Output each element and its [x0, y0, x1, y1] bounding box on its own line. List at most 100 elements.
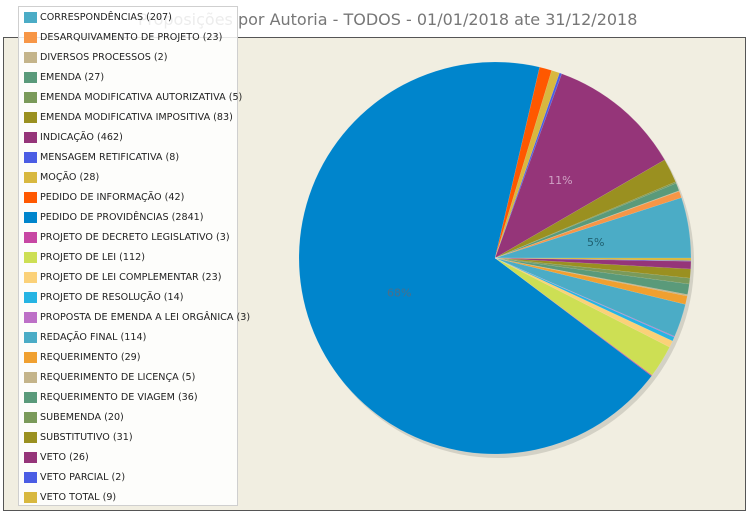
- legend-swatch: [24, 451, 37, 463]
- legend-item-projeto-de-lei[interactable]: PROJETO DE LEI (112): [24, 250, 145, 264]
- legend-label: REDAÇÃO FINAL (114): [40, 331, 147, 343]
- legend-item-pedido-de-informacao[interactable]: PEDIDO DE INFORMAÇÃO (42): [24, 190, 184, 204]
- pie-slice-veto-parcial[interactable]: [494, 257, 692, 262]
- legend-label: EMENDA MODIFICATIVA AUTORIZATIVA (5): [40, 91, 243, 103]
- legend-swatch: [24, 31, 37, 43]
- legend-label: DIVERSOS PROCESSOS (2): [40, 51, 168, 63]
- legend-label: MOÇÃO (28): [40, 171, 100, 183]
- legend-swatch: [24, 91, 37, 103]
- pie-percent-label: 68%: [387, 287, 411, 300]
- legend-swatch: [24, 311, 37, 323]
- legend-swatch: [24, 11, 37, 23]
- pie-slice-correspondencias[interactable]: [494, 197, 692, 259]
- legend-swatch: [24, 331, 37, 343]
- legend-swatch: [24, 391, 37, 403]
- legend-item-proposta-de-emenda-a-lei-organica[interactable]: PROPOSTA DE EMENDA A LEI ORGÂNICA (3): [24, 310, 250, 324]
- pie-slice-proposta-de-emenda-a-lei-organica[interactable]: [494, 257, 675, 338]
- legend-swatch: [24, 491, 37, 503]
- legend-item-requerimento[interactable]: REQUERIMENTO (29): [24, 350, 141, 364]
- legend-item-correspondencias[interactable]: CORRESPONDÊNCIAS (207): [24, 10, 172, 24]
- legend-label: REQUERIMENTO DE VIAGEM (36): [40, 391, 198, 403]
- pie-slice-pedido-de-providencias[interactable]: [298, 61, 652, 455]
- legend-item-pedido-de-providencias[interactable]: PEDIDO DE PROVIDÊNCIAS (2841): [24, 210, 204, 224]
- legend-item-projeto-de-lei-complementar[interactable]: PROJETO DE LEI COMPLEMENTAR (23): [24, 270, 221, 284]
- pie-percent-label: 11%: [548, 174, 572, 187]
- pie-slice-projeto-de-lei[interactable]: [494, 257, 670, 376]
- legend-item-emenda-modificativa-autorizativa[interactable]: EMENDA MODIFICATIVA AUTORIZATIVA (5): [24, 90, 242, 104]
- pie-slice-emenda-modificativa-impositiva[interactable]: [494, 159, 676, 259]
- chart-title: Proposições por Autoria - TODOS - 01/01/…: [138, 10, 638, 29]
- pie-slice-veto-total[interactable]: [494, 257, 692, 261]
- legend-item-veto-parcial[interactable]: VETO PARCIAL (2): [24, 470, 125, 484]
- legend-label: PROJETO DE DECRETO LEGISLATIVO (3): [40, 231, 230, 243]
- legend-item-requerimento-de-licenca[interactable]: REQUERIMENTO DE LICENÇA (5): [24, 370, 195, 384]
- legend-label: VETO (26): [40, 451, 89, 463]
- legend-swatch: [24, 251, 37, 263]
- legend-swatch: [24, 151, 37, 163]
- legend-label: INDICAÇÃO (462): [40, 131, 123, 143]
- legend-item-requerimento-de-viagem[interactable]: REQUERIMENTO DE VIAGEM (36): [24, 390, 198, 404]
- legend-label: REQUERIMENTO (29): [40, 351, 141, 363]
- legend-label: PROJETO DE LEI (112): [40, 251, 145, 263]
- pie-slice-requerimento-de-licenca[interactable]: [494, 257, 688, 297]
- legend-swatch: [24, 231, 37, 243]
- legend-label: SUBSTITUTIVO (31): [40, 431, 133, 443]
- legend-item-desarquivamento-de-projeto[interactable]: DESARQUIVAMENTO DE PROJETO (23): [24, 30, 222, 44]
- legend-item-veto-total[interactable]: VETO TOTAL (9): [24, 490, 116, 504]
- pie-slice-requerimento[interactable]: [494, 257, 688, 305]
- legend-swatch: [24, 211, 37, 223]
- legend-label: VETO PARCIAL (2): [40, 471, 126, 483]
- pie-slice-emenda-modificativa-autorizativa[interactable]: [494, 181, 677, 259]
- legend-label: EMENDA MODIFICATIVA IMPOSITIVA (83): [40, 111, 233, 123]
- legend-label: SUBEMENDA (20): [40, 411, 124, 423]
- pie-slice-pedido-de-informacao[interactable]: [494, 66, 552, 259]
- legend-item-subemenda[interactable]: SUBEMENDA (20): [24, 410, 124, 424]
- legend-label: PROPOSTA DE EMENDA A LEI ORGÂNICA (3): [40, 311, 251, 323]
- legend-swatch: [24, 111, 37, 123]
- pie-percent-label: 5%: [587, 236, 604, 249]
- legend-label: PEDIDO DE INFORMAÇÃO (42): [40, 191, 185, 203]
- legend-swatch: [24, 431, 37, 443]
- legend-item-emenda-modificativa-impositiva[interactable]: EMENDA MODIFICATIVA IMPOSITIVA (83): [24, 110, 233, 124]
- legend-label: PROJETO DE RESOLUÇÃO (14): [40, 291, 184, 303]
- legend-swatch: [24, 411, 37, 423]
- pie-slice-emenda[interactable]: [494, 182, 680, 259]
- pie-slice-projeto-de-decreto-legislativo[interactable]: [494, 257, 653, 377]
- pie-slice-projeto-de-resolucao[interactable]: [494, 257, 675, 342]
- pie-slice-requerimento-de-viagem[interactable]: [494, 257, 690, 295]
- legend-item-mensagem-retificativa[interactable]: MENSAGEM RETIFICATIVA (8): [24, 150, 179, 164]
- legend-swatch: [24, 471, 37, 483]
- pie-slice-mocao[interactable]: [494, 70, 560, 259]
- legend-label: EMENDA (27): [40, 71, 105, 83]
- legend-label: VETO TOTAL (9): [40, 491, 117, 503]
- legend-label: MENSAGEM RETIFICATIVA (8): [40, 151, 180, 163]
- legend-item-emenda[interactable]: EMENDA (27): [24, 70, 104, 84]
- legend-label: DESARQUIVAMENTO DE PROJETO (23): [40, 31, 223, 43]
- legend-swatch: [24, 291, 37, 303]
- legend-item-substitutivo[interactable]: SUBSTITUTIVO (31): [24, 430, 133, 444]
- legend-swatch: [24, 131, 37, 143]
- legend-item-projeto-de-decreto-legislativo[interactable]: PROJETO DE DECRETO LEGISLATIVO (3): [24, 230, 230, 244]
- legend-item-veto[interactable]: VETO (26): [24, 450, 89, 464]
- legend-item-projeto-de-resolucao[interactable]: PROJETO DE RESOLUÇÃO (14): [24, 290, 184, 304]
- pie-slice-redacao-final[interactable]: [494, 257, 686, 337]
- legend-label: REQUERIMENTO DE LICENÇA (5): [40, 371, 196, 383]
- pie-slice-desarquivamento-de-projeto[interactable]: [494, 190, 682, 259]
- chart-legend: CORRESPONDÊNCIAS (207) DESARQUIVAMENTO DE…: [18, 6, 250, 506]
- pie-slice-substitutivo[interactable]: [494, 257, 691, 279]
- legend-swatch: [24, 271, 37, 283]
- legend-item-indicacao[interactable]: INDICAÇÃO (462): [24, 130, 123, 144]
- pie-slice-projeto-de-lei-complementar[interactable]: [494, 257, 673, 348]
- pie-slice-subemenda[interactable]: [494, 257, 691, 285]
- legend-swatch: [24, 371, 37, 383]
- pie-slice-indicacao[interactable]: [494, 73, 665, 259]
- legend-item-mocao[interactable]: MOÇÃO (28): [24, 170, 99, 184]
- pie-slice-mensagem-retificativa[interactable]: [494, 72, 563, 259]
- pie-slice-veto[interactable]: [494, 257, 692, 270]
- legend-item-redacao-final[interactable]: REDAÇÃO FINAL (114): [24, 330, 146, 344]
- legend-swatch: [24, 71, 37, 83]
- legend-swatch: [24, 171, 37, 183]
- pie-slice-diversos-processos[interactable]: [494, 190, 680, 259]
- legend-item-diversos-processos[interactable]: DIVERSOS PROCESSOS (2): [24, 50, 168, 64]
